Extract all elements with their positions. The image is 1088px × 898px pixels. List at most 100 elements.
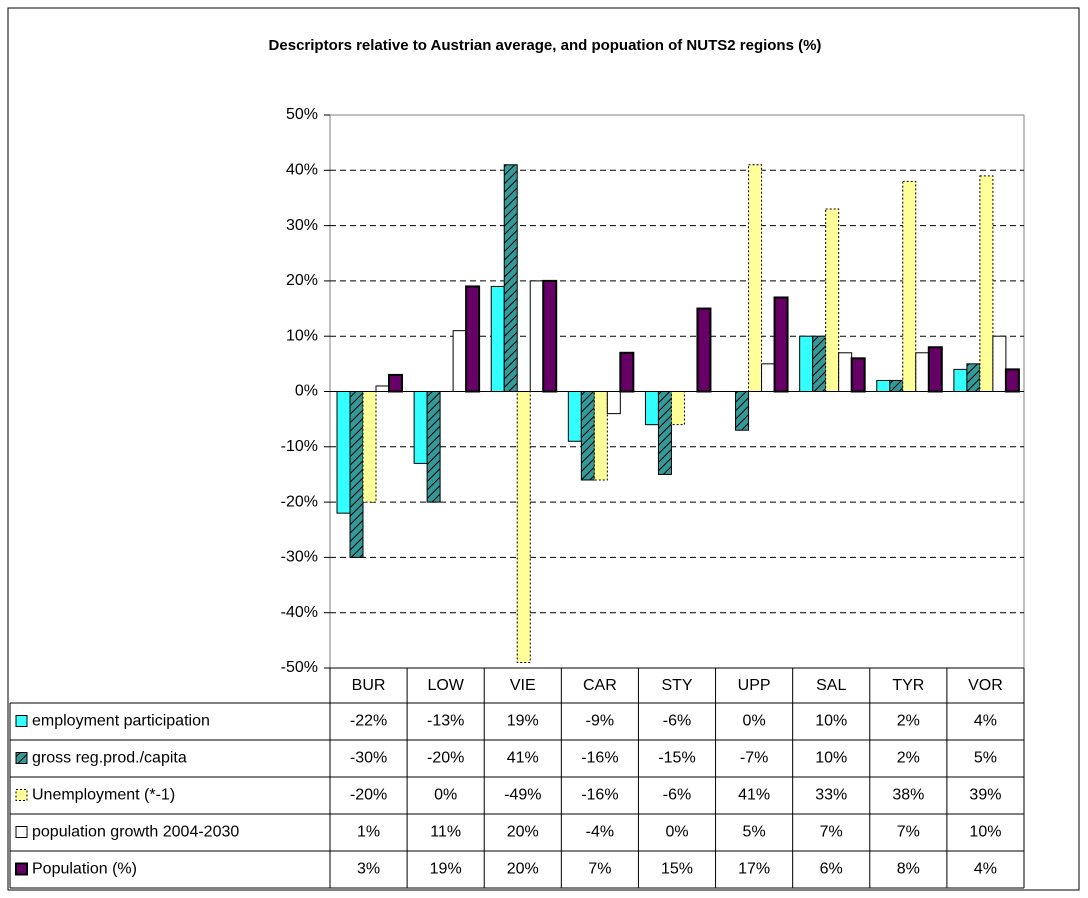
y-tick-label: -30% <box>281 549 318 566</box>
table-value: 10% <box>815 750 847 767</box>
table-value: 41% <box>738 787 770 804</box>
y-tick-label: 30% <box>286 217 318 234</box>
table-value: -15% <box>658 750 695 767</box>
table-value: 19% <box>430 861 462 878</box>
bar <box>761 363 776 393</box>
table-value: -13% <box>427 713 464 730</box>
x-tick-label: CAR <box>583 677 617 694</box>
legend-label: population growth 2004-2030 <box>32 824 239 841</box>
bar <box>850 357 866 393</box>
table-value: 3% <box>357 861 380 878</box>
y-tick-label: 10% <box>286 327 318 344</box>
table-value: 17% <box>738 861 770 878</box>
x-tick-label: LOW <box>427 677 464 694</box>
table-value: 7% <box>820 824 843 841</box>
bar <box>966 363 981 393</box>
bar <box>979 175 994 392</box>
bar <box>657 391 672 475</box>
bar <box>696 307 712 393</box>
legend-label: Unemployment (*-1) <box>32 787 175 804</box>
x-tick-label: VIE <box>510 677 536 694</box>
table-value: 10% <box>815 713 847 730</box>
bar <box>915 352 930 393</box>
y-tick-label: -10% <box>281 438 318 455</box>
table-value: 19% <box>507 713 539 730</box>
y-tick-label: 20% <box>286 272 318 289</box>
table-value: 20% <box>507 861 539 878</box>
table-value: 4% <box>974 861 997 878</box>
legend-label: employment participation <box>32 713 210 730</box>
table-value: -16% <box>581 787 618 804</box>
bar <box>362 391 377 503</box>
bar <box>812 335 827 393</box>
bar <box>644 391 659 426</box>
table-value: 0% <box>665 824 688 841</box>
table-value: 11% <box>430 824 461 841</box>
x-tick-label: STY <box>661 677 692 694</box>
x-tick-label: BUR <box>352 677 386 694</box>
table-value: 2% <box>897 750 920 767</box>
bar <box>452 330 467 393</box>
bar <box>542 279 558 393</box>
bar <box>529 280 544 392</box>
bar <box>516 391 531 663</box>
bar <box>1004 368 1020 393</box>
x-tick-label: VOR <box>968 677 1003 694</box>
table-value: 15% <box>661 861 693 878</box>
table-value: 0% <box>743 713 766 730</box>
table-value: -30% <box>350 750 387 767</box>
bar <box>567 391 582 442</box>
table-value: -20% <box>350 787 387 804</box>
bar <box>426 391 441 503</box>
bar <box>773 296 789 393</box>
table-value: 5% <box>974 750 997 767</box>
y-tick-label: -20% <box>281 493 318 510</box>
chart-title: Descriptors relative to Austrian average… <box>269 37 822 54</box>
y-tick-label: 50% <box>286 106 318 123</box>
legend-swatch <box>15 752 28 764</box>
legend-swatch <box>15 715 28 727</box>
bar <box>825 208 840 392</box>
table-value: 41% <box>507 750 539 767</box>
table-value: 38% <box>892 787 924 804</box>
table-value: 2% <box>897 713 920 730</box>
legend-swatch <box>15 789 28 801</box>
y-tick-label: 0% <box>295 383 318 400</box>
table-value: 10% <box>969 824 1001 841</box>
y-tick-label: -50% <box>281 659 318 676</box>
table-value: 20% <box>507 824 539 841</box>
table-value: -20% <box>427 750 464 767</box>
bar <box>375 385 390 393</box>
bar <box>748 164 763 392</box>
bar <box>889 379 904 393</box>
y-tick-label: 40% <box>286 162 318 179</box>
x-tick-label: TYR <box>892 677 924 694</box>
bar <box>876 379 891 393</box>
legend-swatch <box>15 862 28 876</box>
table-value: -9% <box>586 713 614 730</box>
table-value: 6% <box>820 861 843 878</box>
bar <box>619 351 635 393</box>
bar <box>799 335 814 393</box>
table-value: -6% <box>663 713 691 730</box>
bar <box>336 391 351 514</box>
bar <box>606 391 621 415</box>
table-value: 7% <box>897 824 920 841</box>
legend-label: gross reg.prod./capita <box>32 750 187 767</box>
bar <box>349 391 364 558</box>
x-tick-label: UPP <box>738 677 771 694</box>
table-value: 7% <box>588 861 611 878</box>
bar <box>838 352 853 393</box>
bar <box>902 180 917 392</box>
table-value: 0% <box>434 787 457 804</box>
bar <box>503 164 518 392</box>
table-value: -6% <box>663 787 691 804</box>
bar <box>992 335 1007 393</box>
table-value: -16% <box>581 750 618 767</box>
bar <box>465 285 481 393</box>
bar <box>413 391 428 464</box>
bar <box>927 346 943 393</box>
table-value: 33% <box>815 787 847 804</box>
bar <box>735 391 750 431</box>
